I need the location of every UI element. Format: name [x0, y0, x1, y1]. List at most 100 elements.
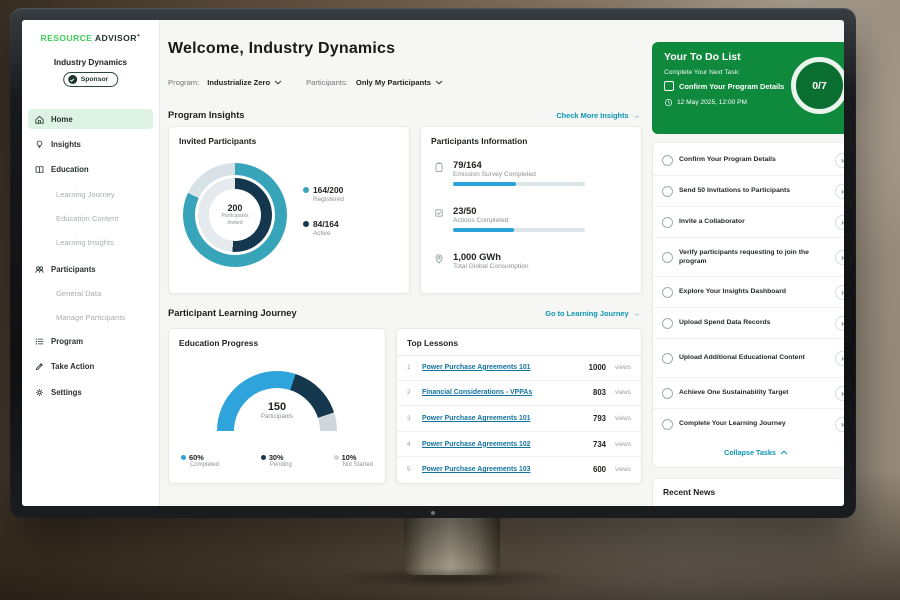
program-filter-label: Program:: [168, 78, 200, 87]
chevron-right-icon[interactable]: ›: [835, 152, 844, 168]
todo-summary-card: Your To Do List Complete Your Next Task:…: [652, 42, 844, 134]
progress-bar: [453, 182, 585, 186]
todo-next-task[interactable]: Confirm Your Program Details: [664, 81, 784, 91]
legend-dot-navy: [303, 221, 309, 227]
chevron-right-icon[interactable]: ›: [835, 214, 844, 230]
go-to-learning-journey-link[interactable]: Go to Learning Journey →: [545, 309, 640, 318]
task-row[interactable]: Complete Your Learning Journey ›: [653, 409, 844, 439]
checkbox-icon[interactable]: [662, 251, 673, 263]
home-icon: [34, 114, 45, 125]
sidebar-item-general-data[interactable]: General Data: [28, 283, 153, 303]
participants-filter-dropdown[interactable]: Only My Participants: [356, 78, 443, 87]
sidebar-item-label: Education: [51, 164, 89, 174]
task-row[interactable]: Verify participants requesting to join t…: [653, 238, 844, 277]
checkbox-icon[interactable]: [662, 418, 673, 430]
gauge-legend: 60% Completed 30% Pending 10% Not Starte…: [181, 453, 373, 468]
stat-label: Emission Survey Completed: [453, 171, 536, 178]
checkbox-icon[interactable]: [664, 81, 674, 91]
sidebar-item-learning-journey[interactable]: Learning Journey: [28, 184, 153, 204]
sidebar-item-education[interactable]: Education: [28, 159, 153, 179]
chevron-glyph: ›: [841, 353, 844, 363]
task-label: Upload Spend Data Records: [679, 319, 771, 327]
chevron-right-icon[interactable]: ›: [835, 315, 844, 331]
sidebar-item-program[interactable]: Program: [28, 331, 153, 351]
gauge-legend-not-started: 10% Not Started: [333, 453, 373, 468]
logo-advisor-text: ADVISOR: [94, 33, 137, 43]
task-row[interactable]: Invite a Collaborator ›: [653, 207, 844, 238]
chevron-right-icon[interactable]: ›: [835, 183, 844, 199]
sponsor-badge-label: Sponsor: [80, 76, 109, 83]
org-name: Industry Dynamics: [53, 58, 128, 67]
monitor-bezel: RESOURCE ADVISOR+ Industry Dynamics Spon…: [10, 8, 856, 518]
legend-label: Active: [313, 230, 331, 237]
sidebar-item-take-action[interactable]: Take Action: [28, 356, 153, 376]
checkbox-icon[interactable]: [662, 317, 673, 329]
lesson-rank: 1: [407, 363, 411, 371]
sidebar-item-label: Participants: [51, 264, 96, 274]
sidebar-item-label: Education Content: [56, 213, 119, 223]
lesson-views: 803: [593, 388, 607, 398]
lesson-rank: 5: [407, 466, 411, 474]
lesson-link[interactable]: Power Purchase Agreements 102: [422, 440, 531, 448]
sidebar-item-learning-insights[interactable]: Learning Insights: [28, 232, 153, 252]
sidebar-item-manage-participants[interactable]: Manage Participants: [28, 307, 153, 327]
checkbox-icon[interactable]: [662, 387, 673, 399]
lesson-link[interactable]: Power Purchase Agreements 101: [422, 414, 531, 422]
sidebar-item-home[interactable]: Home: [28, 109, 153, 129]
chevron-right-icon[interactable]: ›: [835, 416, 844, 432]
sidebar-item-insights[interactable]: Insights: [28, 134, 153, 154]
lesson-link[interactable]: Financial Considerations - VPPAs: [422, 389, 533, 397]
collapse-tasks-button[interactable]: Collapse Tasks: [653, 439, 844, 465]
legend-label: Registered: [313, 196, 344, 203]
task-row[interactable]: Send 50 Invitations to Participants ›: [653, 176, 844, 207]
sidebar-item-education-content[interactable]: Education Content: [28, 208, 153, 228]
sponsor-icon: [67, 75, 77, 84]
todo-due-text: 12 May 2025, 12:00 PM: [677, 99, 748, 106]
clock-icon: [664, 98, 673, 107]
task-label: Explore Your Insights Dashboard: [679, 288, 787, 296]
program-filter-dropdown[interactable]: Industrialize Zero: [207, 78, 282, 87]
checkbox-icon[interactable]: [662, 216, 673, 228]
sidebar-item-label: Home: [51, 114, 73, 124]
check-more-insights-link[interactable]: Check More Insights →: [556, 111, 640, 120]
task-row[interactable]: Confirm Your Program Details ›: [653, 145, 844, 176]
chevron-right-icon[interactable]: ›: [835, 350, 844, 366]
sidebar-item-settings[interactable]: Settings: [28, 382, 153, 402]
chevron-glyph: ›: [841, 287, 844, 297]
stat-label: Total Global Consumption: [453, 263, 529, 270]
chevron-right-icon[interactable]: ›: [835, 385, 844, 401]
filter-bar: Program: Industrialize Zero Participants…: [168, 78, 443, 87]
task-label: Confirm Your Program Details: [679, 156, 776, 164]
task-row[interactable]: Achieve One Sustainability Target ›: [653, 378, 844, 409]
stat-row-actions: 23/50 Actions Completed: [433, 205, 585, 232]
top-lessons-list: 1 Power Purchase Agreements 101 1000 vie…: [397, 355, 641, 482]
checklist-icon: [433, 207, 445, 219]
checkbox-icon[interactable]: [662, 185, 673, 197]
checkbox-icon[interactable]: [662, 352, 673, 364]
chevron-glyph: ›: [841, 186, 844, 196]
gear-icon: [34, 387, 45, 398]
checkbox-icon[interactable]: [662, 286, 673, 298]
chevron-glyph: ›: [841, 217, 844, 227]
legend-value: 60%: [189, 453, 204, 462]
program-list-icon: [34, 336, 45, 347]
checkbox-icon[interactable]: [662, 154, 673, 166]
participants-information-card: Participants Information 79/164 Emission…: [420, 126, 642, 294]
card-title: Top Lessons: [407, 338, 459, 348]
chevron-right-icon[interactable]: ›: [835, 249, 844, 265]
stat-value: 1,000 GWh: [453, 251, 501, 262]
task-row[interactable]: Explore Your Insights Dashboard ›: [653, 277, 844, 308]
sidebar-item-participants[interactable]: Participants: [28, 259, 153, 279]
legend-dot-blue: [181, 455, 186, 460]
task-row[interactable]: Upload Spend Data Records ›: [653, 308, 844, 339]
chevron-right-icon[interactable]: ›: [835, 284, 844, 300]
task-row[interactable]: Upload Additional Educational Content ›: [653, 339, 844, 378]
lesson-link[interactable]: Power Purchase Agreements 101: [422, 363, 531, 371]
donut-center-label: Invited: [227, 220, 243, 226]
legend-value: 30%: [268, 453, 284, 462]
lesson-link[interactable]: Power Purchase Agreements 103: [422, 466, 531, 474]
logo-advisor: ADVISOR+: [95, 33, 141, 43]
chevron-glyph: ›: [841, 388, 844, 398]
collapse-tasks-label: Collapse Tasks: [724, 447, 776, 457]
lesson-row: 4 Power Purchase Agreements 102 734 view…: [397, 432, 641, 458]
